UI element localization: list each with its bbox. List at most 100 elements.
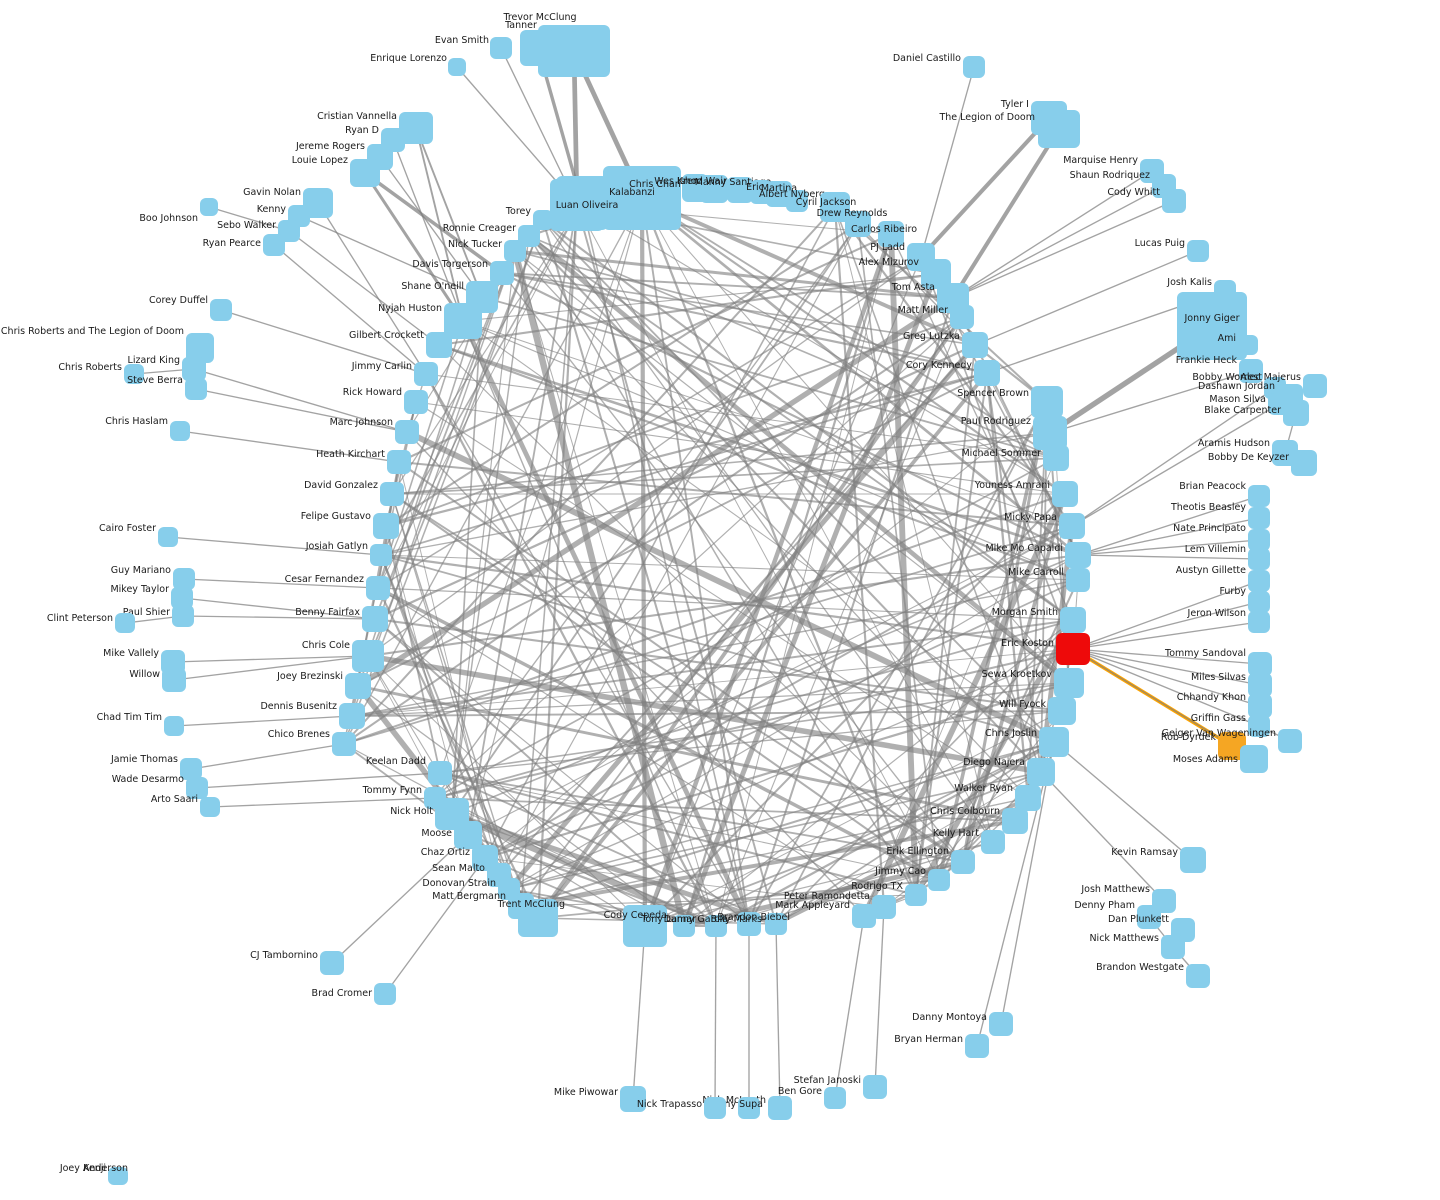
graph-node[interactable] (395, 420, 419, 444)
graph-node[interactable] (1248, 507, 1270, 529)
graph-node[interactable] (332, 732, 356, 756)
graph-node[interactable] (1248, 715, 1270, 737)
graph-node[interactable] (974, 360, 1000, 386)
graph-node[interactable] (115, 613, 135, 633)
graph-node[interactable] (620, 1086, 646, 1112)
graph-node[interactable] (350, 159, 380, 187)
graph-node[interactable] (518, 899, 558, 937)
graph-node[interactable] (186, 777, 208, 799)
graph-node[interactable] (504, 240, 526, 262)
graph-node[interactable] (852, 904, 876, 928)
graph-node[interactable] (171, 587, 193, 609)
graph-node[interactable] (110, 1167, 128, 1185)
graph-node[interactable] (448, 58, 466, 76)
graph-node[interactable] (863, 1075, 887, 1099)
graph-node[interactable] (673, 915, 695, 937)
graph-node[interactable] (164, 716, 184, 736)
graph-node[interactable] (1052, 481, 1078, 507)
graph-node[interactable] (1240, 745, 1268, 773)
graph-node[interactable] (1248, 529, 1270, 551)
graph-node[interactable] (263, 234, 285, 256)
graph-node[interactable] (738, 1097, 760, 1119)
graph-node[interactable] (1039, 727, 1069, 757)
graph-node[interactable] (950, 305, 974, 329)
graph-node[interactable] (1303, 374, 1327, 398)
graph-node[interactable] (1066, 568, 1090, 592)
graph-node[interactable] (705, 915, 727, 937)
graph-node[interactable] (162, 668, 186, 692)
graph-node[interactable] (1038, 110, 1080, 148)
graph-node[interactable] (1186, 964, 1210, 988)
graph-node[interactable] (1031, 386, 1063, 418)
graph-node[interactable] (786, 190, 808, 212)
graph-node[interactable] (1248, 611, 1270, 633)
graph-node[interactable] (965, 1034, 989, 1058)
graph-node[interactable] (872, 895, 896, 919)
graph-node[interactable] (1248, 673, 1272, 697)
graph-node[interactable] (387, 450, 411, 474)
graph-node[interactable] (845, 211, 871, 237)
graph-node[interactable] (989, 1012, 1013, 1036)
graph-node[interactable] (623, 905, 667, 947)
graph-node[interactable] (185, 378, 207, 400)
graph-node[interactable] (362, 606, 388, 632)
graph-node[interactable] (1048, 697, 1076, 725)
graph-node[interactable] (1180, 847, 1206, 873)
graph-node[interactable] (1248, 694, 1272, 718)
graph-node[interactable] (962, 332, 988, 358)
graph-node[interactable] (1060, 607, 1086, 633)
graph-node[interactable] (520, 30, 556, 66)
graph-node[interactable] (1033, 416, 1067, 450)
graph-node[interactable] (1283, 400, 1309, 426)
graph-node[interactable] (1002, 808, 1028, 834)
graph-node[interactable] (352, 640, 384, 672)
graph-node[interactable] (1248, 485, 1270, 507)
graph-node[interactable] (374, 983, 396, 1005)
graph-node[interactable] (1239, 359, 1263, 383)
graph-node[interactable] (1027, 758, 1055, 786)
graph-node[interactable] (1248, 591, 1270, 613)
graph-node[interactable] (1248, 652, 1272, 676)
graph-node[interactable] (1187, 240, 1209, 262)
graph-node[interactable] (878, 221, 904, 247)
graph-node[interactable] (1059, 513, 1085, 539)
graph-node[interactable] (1162, 189, 1186, 213)
graph-node[interactable] (380, 482, 404, 506)
graph-node[interactable] (704, 1097, 726, 1119)
graph-node[interactable] (373, 513, 399, 539)
graph-node[interactable] (172, 605, 194, 627)
graph-node[interactable] (1043, 445, 1069, 471)
graph-node[interactable] (737, 912, 761, 936)
graph-node[interactable] (1238, 335, 1258, 355)
graph-node[interactable] (727, 177, 753, 203)
graph-node[interactable] (124, 364, 144, 384)
graph-node[interactable] (824, 1087, 846, 1109)
graph-node[interactable] (981, 830, 1005, 854)
graph-node[interactable] (905, 884, 927, 906)
graph-node[interactable] (928, 869, 950, 891)
graph-node[interactable] (550, 179, 604, 231)
graph-node[interactable] (1248, 570, 1270, 592)
graph-node[interactable] (404, 390, 428, 414)
graph-node[interactable] (533, 210, 553, 230)
graph-node[interactable] (1015, 785, 1041, 811)
graph-node[interactable] (366, 576, 390, 600)
graph-node[interactable] (345, 673, 371, 699)
graph-node[interactable] (170, 421, 190, 441)
graph-node[interactable] (963, 56, 985, 78)
graph-node[interactable] (1161, 935, 1185, 959)
graph-node[interactable] (210, 299, 232, 321)
graph-node[interactable] (320, 951, 344, 975)
graph-node[interactable] (370, 544, 392, 566)
graph-node[interactable] (182, 357, 206, 381)
graph-node[interactable] (765, 913, 787, 935)
graph-node[interactable] (180, 758, 202, 780)
graph-node[interactable] (339, 703, 365, 729)
graph-node[interactable] (454, 821, 482, 849)
graph-node[interactable] (768, 1096, 792, 1120)
graph-node[interactable] (1054, 668, 1084, 698)
graph-node[interactable] (1177, 292, 1247, 360)
graph-node[interactable] (173, 568, 195, 590)
graph-node[interactable] (1278, 729, 1302, 753)
graph-node[interactable] (158, 527, 178, 547)
